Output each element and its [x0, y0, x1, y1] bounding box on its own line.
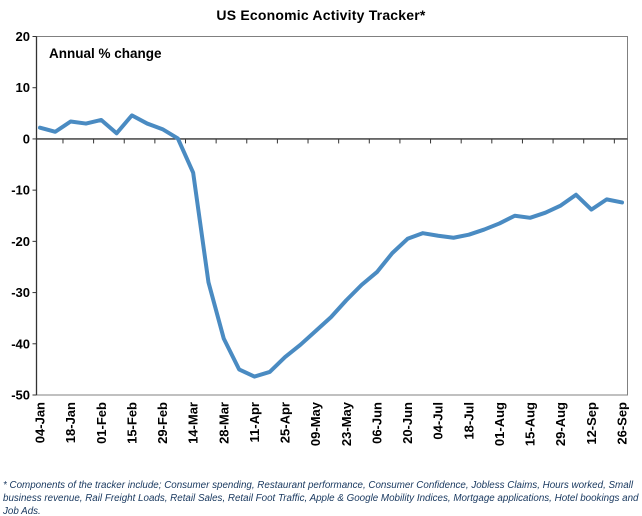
x-axis-label: 04-Jul — [431, 402, 446, 440]
x-axis-label: 26-Sep — [615, 402, 630, 445]
x-axis-label: 11-Apr — [247, 402, 262, 442]
y-axis-label: 0 — [23, 131, 30, 146]
x-axis-label: 01-Feb — [94, 402, 109, 444]
x-axis-label: 29-Aug — [553, 402, 568, 446]
x-axis-label: 23-May — [339, 401, 354, 446]
y-axis-label: -50 — [11, 388, 30, 403]
x-axis-label: 04-Jan — [33, 402, 48, 443]
x-axis-label: 29-Feb — [155, 402, 170, 444]
x-axis-label: 01-Aug — [492, 402, 507, 446]
y-axis-label: -20 — [11, 234, 30, 249]
x-axis-label: 28-Mar — [216, 402, 231, 444]
x-axis-label: 25-Apr — [278, 402, 293, 443]
x-axis-label: 06-Jun — [369, 402, 384, 444]
y-axis-label: 20 — [16, 29, 30, 44]
x-axis-label: 09-May — [308, 401, 323, 446]
chart-annotation: Annual % change — [49, 46, 162, 61]
x-axis-label: 15-Aug — [523, 402, 538, 446]
footnote: * Components of the tracker include; Con… — [3, 480, 639, 516]
y-axis-label: -30 — [11, 285, 30, 300]
data-line-series — [38, 113, 624, 379]
x-axis-label: 12-Sep — [584, 402, 599, 445]
x-axis-label: 18-Jan — [63, 402, 78, 443]
x-axis-label: 15-Feb — [124, 402, 139, 444]
y-axis-label: -10 — [11, 183, 30, 198]
x-axis-label: 20-Jun — [400, 402, 415, 444]
y-axis-label: -40 — [11, 336, 30, 351]
x-axis-label: 14-Mar — [186, 402, 201, 444]
chart-title: US Economic Activity Tracker* — [216, 7, 426, 23]
x-axis-label: 18-Jul — [461, 402, 476, 440]
y-axis-label: 10 — [16, 80, 30, 95]
